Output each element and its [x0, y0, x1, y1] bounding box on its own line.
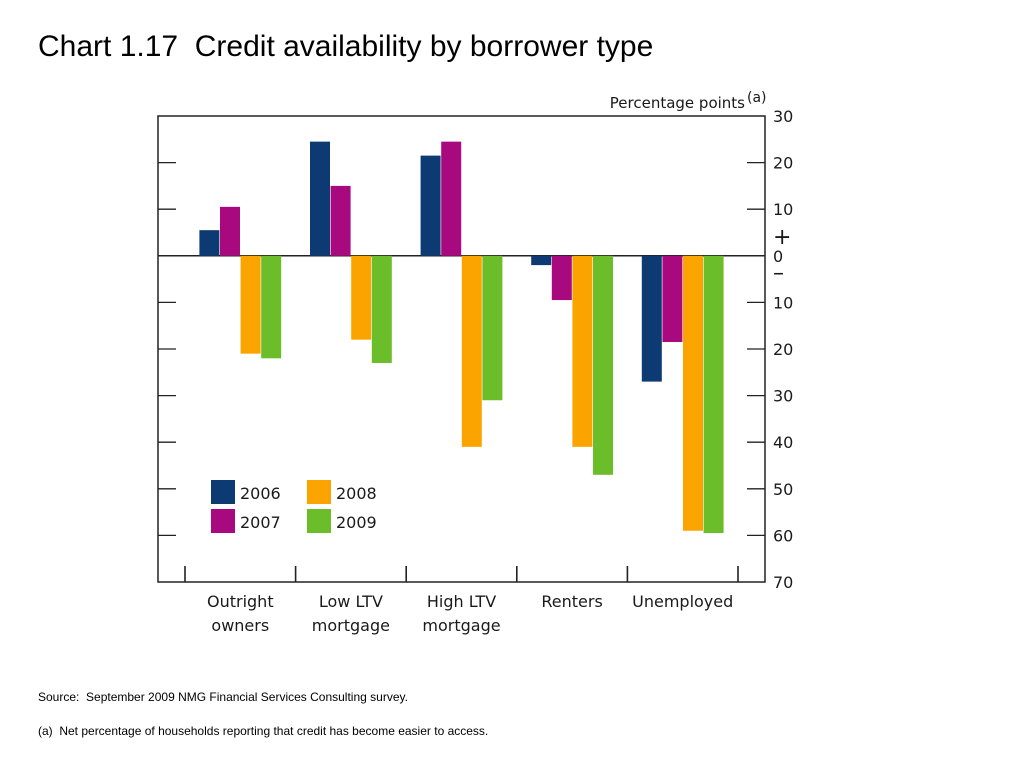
y-tick-label: 50: [773, 480, 793, 499]
legend-swatch-2007: [211, 509, 235, 533]
x-category-label: Unemployed: [632, 592, 733, 611]
x-category-label: Low LTV: [319, 592, 383, 611]
legend-label-2007: 2007: [240, 513, 281, 532]
x-category-label: Renters: [541, 592, 602, 611]
bar-2006-2: [420, 155, 441, 256]
y-tick-label: 70: [773, 573, 793, 592]
legend-label-2006: 2006: [240, 484, 281, 503]
plus-sign-label: +: [773, 225, 791, 250]
x-category-label: mortgage: [312, 616, 390, 635]
legend-label-2008: 2008: [336, 484, 377, 503]
bar-2007-2: [441, 141, 462, 256]
y-tick-label: 30: [773, 107, 793, 126]
bar-2009-4: [703, 255, 724, 534]
footnote: (a) Net percentage of households reporti…: [38, 724, 489, 738]
slide-title: Chart 1.17 Credit availability by borrow…: [38, 30, 654, 63]
y-unit-superscript: (a): [747, 90, 767, 106]
legend-label-2009: 2009: [336, 513, 377, 532]
bar-2008-1: [351, 255, 372, 340]
x-category-label: High LTV: [427, 592, 496, 611]
y-tick-label: 10: [773, 200, 793, 219]
bar-2009-3: [593, 255, 613, 475]
bar-2006-3: [531, 255, 552, 266]
bar-chart: 30 20 10 0 10 20 30 40 50 60 70 + – Percentage points…: [157, 90, 793, 635]
bar-2006-4: [641, 255, 662, 382]
bar-2008-0: [240, 255, 261, 354]
bar-2009-2: [482, 255, 503, 401]
x-category-label: Outright: [207, 592, 274, 611]
legend-swatch-2006: [211, 480, 235, 504]
legend-swatch-2008: [307, 480, 331, 504]
bar-2008-2: [461, 255, 482, 447]
y-tick-label: 10: [773, 293, 793, 312]
bar-2007-3: [551, 255, 572, 301]
y-tick-label: 30: [773, 387, 793, 406]
minus-sign-label: –: [773, 261, 784, 286]
legend-swatch-2009: [307, 509, 331, 533]
bar-2009-1: [371, 255, 392, 363]
bar-2007-0: [220, 206, 240, 256]
y-tick-label: 40: [773, 433, 793, 452]
source-note: Source: September 2009 NMG Financial Ser…: [38, 690, 408, 704]
y-unit-label: Percentage points: [610, 94, 745, 112]
bar-2009-0: [261, 255, 282, 359]
bar-2007-1: [330, 185, 351, 256]
bar-2007-4: [662, 255, 683, 343]
y-tick-label: 0: [773, 247, 783, 266]
bar-2006-0: [199, 230, 220, 256]
bar-2008-3: [572, 255, 593, 447]
x-category-label: mortgage: [422, 616, 500, 635]
bar-2008-4: [683, 255, 703, 531]
bar-2006-1: [310, 141, 330, 256]
y-tick-label: 60: [773, 526, 793, 545]
x-category-label: owners: [211, 616, 269, 635]
y-tick-label: 20: [773, 154, 793, 173]
y-tick-label: 20: [773, 340, 793, 359]
